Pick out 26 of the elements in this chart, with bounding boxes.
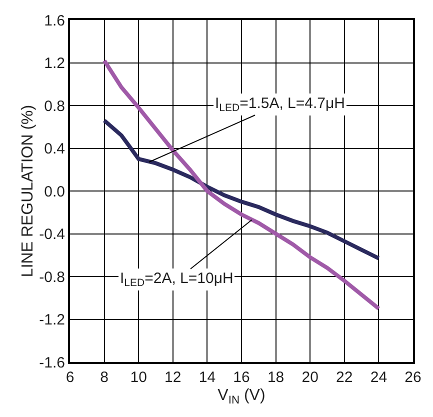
y-tick-label: -0.8 [39, 268, 65, 286]
line-series [102, 118, 381, 260]
annotation: I$_{LED}$=2A, L=10μH [120, 270, 234, 290]
y-tick-label: 0.8 [44, 98, 65, 115]
x-tick-label: 6 [66, 369, 74, 386]
x-tick-label: 18 [267, 369, 284, 386]
x-tick-label: 22 [336, 369, 353, 386]
x-tick-label: 12 [164, 369, 182, 386]
y-tick-label: 1.2 [44, 55, 65, 72]
x-tick-label: 14 [198, 369, 216, 386]
x-axis-title: V$_{IN}$ (V) [218, 387, 266, 407]
x-tick-label: 24 [370, 369, 388, 386]
x-tick-label: 8 [100, 369, 108, 386]
y-tick-label: -1.2 [39, 312, 65, 328]
y-tick-label: 0.4 [44, 140, 65, 158]
x-tick-label: 16 [233, 369, 250, 386]
y-tick-label: 1.6 [44, 12, 65, 30]
x-tick-label: 20 [302, 369, 318, 386]
x-tick-label: 10 [130, 369, 147, 386]
x-tick-label: 26 [404, 369, 422, 386]
y-tick-label: -1.6 [39, 354, 65, 372]
annotation: I$_{LED}$=1.5A, L=4.7μH [215, 95, 345, 114]
y-tick-label: -0.4 [39, 226, 65, 243]
line-series [102, 58, 381, 311]
y-tick-label: 0.0 [44, 183, 65, 200]
y-axis-title: LINE REGULATION (%) [20, 104, 37, 278]
